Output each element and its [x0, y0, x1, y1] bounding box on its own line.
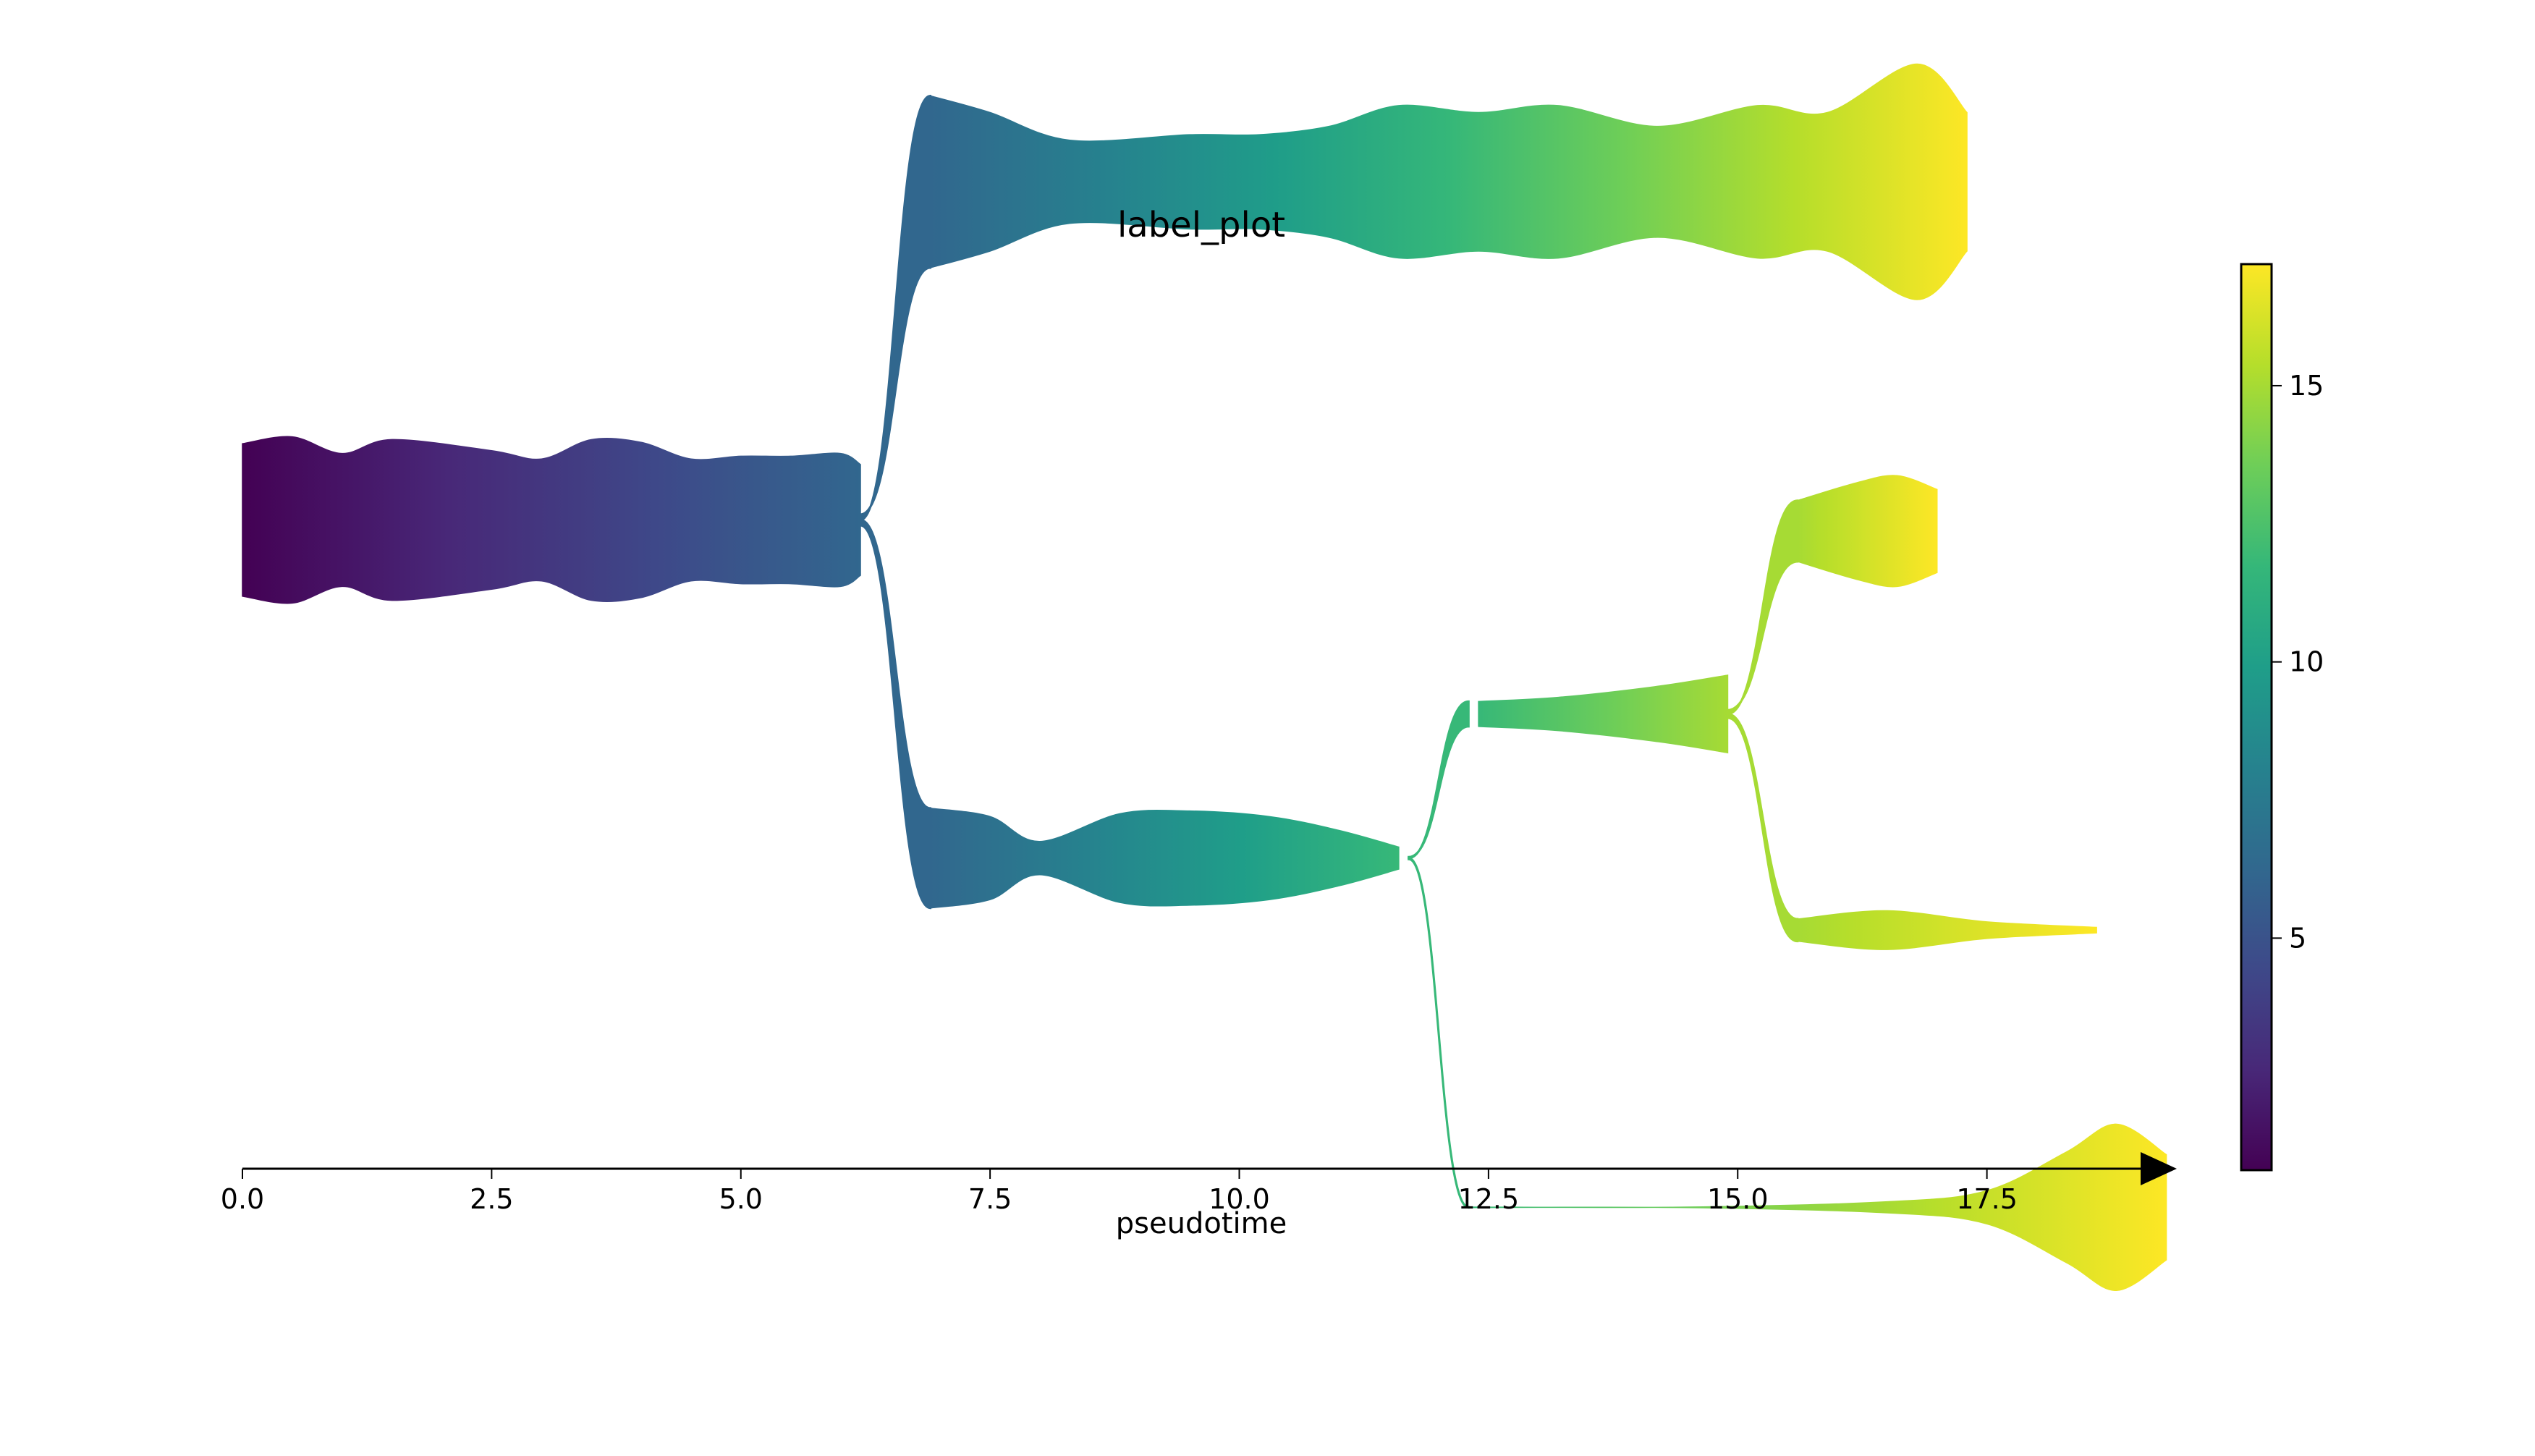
colorbar-tick-label: 5 — [2289, 922, 2306, 954]
x-axis: 0.0 2.5 5.0 7.5 10.0 12.5 15.0 17.5 — [221, 1152, 2177, 1215]
branch-bottom-branch — [1468, 1123, 2167, 1291]
branch-group — [242, 63, 2167, 1291]
branch-mid-upper-leaf — [1797, 475, 1938, 588]
colorbar: 5 10 15 — [2240, 263, 2324, 1172]
branch-upper-branch — [929, 63, 1968, 300]
connection-trunk-to-upper-branch — [859, 94, 931, 522]
colorbar-tick-label: 10 — [2289, 646, 2324, 678]
branch-lower-branch — [929, 807, 1400, 909]
x-tick-label: 15.0 — [1707, 1183, 1769, 1215]
connection-trunk-to-lower-branch — [859, 518, 931, 910]
x-axis-label: pseudotime — [1115, 1207, 1287, 1240]
chart-title: label_plot — [1117, 205, 1286, 245]
x-tick-label: 10.0 — [1209, 1183, 1270, 1215]
x-tick-label: 5.0 — [719, 1183, 763, 1215]
connection-mid-branch-to-mid-lower-leaf — [1726, 713, 1799, 943]
x-tick-label: 2.5 — [470, 1183, 513, 1215]
x-tick-label: 7.5 — [968, 1183, 1012, 1215]
branch-trunk — [242, 436, 861, 604]
x-tick-label: 0.0 — [221, 1183, 264, 1215]
x-axis-arrow — [2141, 1152, 2177, 1185]
branch-mid-lower-leaf — [1797, 910, 2097, 950]
colorbar-rect — [2240, 263, 2273, 1172]
connection-mid-branch-to-mid-upper-leaf — [1726, 499, 1799, 716]
colorbar-tick-label: 15 — [2289, 370, 2324, 402]
x-tick-label: 17.5 — [1956, 1183, 2018, 1215]
branch-mid-branch — [1478, 674, 1729, 754]
x-tick-label: 12.5 — [1458, 1183, 1520, 1215]
connection-lower-branch-to-mid-branch — [1408, 700, 1470, 860]
connection-lower-branch-to-bottom-branch — [1408, 857, 1470, 1209]
